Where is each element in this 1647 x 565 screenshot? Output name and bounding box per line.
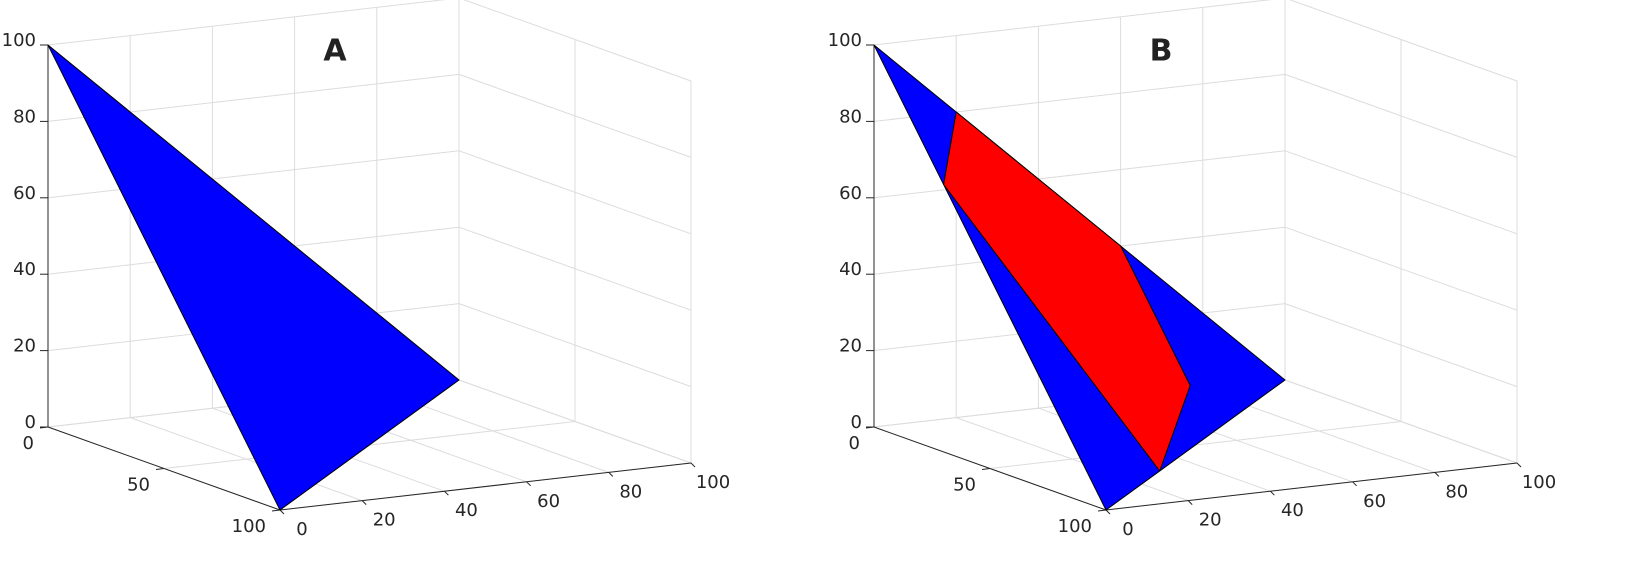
grid-line — [873, 150, 1286, 199]
tick-mark — [39, 426, 49, 429]
z-tick-label: 100 — [2, 30, 36, 51]
grid-line — [873, 0, 1272, 46]
tick-mark — [444, 490, 449, 496]
y-tick-label: 100 — [1058, 516, 1092, 537]
z-tick-label: 0 — [25, 412, 36, 433]
z-tick-label: 40 — [839, 259, 862, 280]
chart-title: B — [1150, 34, 1173, 69]
grid-line — [458, 226, 692, 311]
grid-line — [1284, 150, 1518, 235]
z-tick-label: 60 — [13, 183, 36, 204]
y-tick-label: 0 — [849, 433, 860, 454]
z-tick-label: 100 — [828, 30, 862, 51]
tick-mark — [1434, 472, 1440, 477]
y-tick-label: 50 — [127, 475, 150, 496]
tick-mark — [1105, 509, 1111, 515]
x-tick-label: 100 — [696, 472, 730, 493]
x-tick-label: 20 — [373, 510, 396, 531]
z-tick-label: 20 — [13, 336, 36, 357]
tick-mark — [1516, 462, 1522, 468]
z-tick-label: 40 — [13, 259, 36, 280]
tick-mark — [279, 509, 285, 515]
surface-patch — [47, 44, 460, 511]
tick-mark — [271, 509, 281, 512]
axis-line — [1105, 462, 1518, 511]
grid-line — [458, 150, 692, 235]
tick-mark — [526, 481, 531, 487]
x-tick-label: 0 — [296, 519, 307, 540]
grid-line — [463, 0, 692, 82]
z-tick-label: 60 — [839, 183, 862, 204]
tick-mark — [690, 462, 696, 468]
tick-mark — [361, 500, 367, 505]
y-tick-label: 50 — [953, 475, 976, 496]
tick-mark — [981, 468, 991, 470]
grid-line — [458, 303, 692, 388]
tick-mark — [1097, 509, 1107, 512]
z-tick-label: 0 — [851, 412, 862, 433]
x-tick-label: 100 — [1522, 472, 1556, 493]
chart-title: A — [323, 34, 347, 69]
x-tick-label: 60 — [537, 491, 560, 512]
grid-line — [1284, 303, 1518, 388]
tick-mark — [865, 426, 875, 429]
grid-line — [458, 379, 692, 464]
surface-patch — [943, 111, 1191, 472]
tick-mark — [155, 468, 165, 470]
grid-line — [47, 150, 460, 199]
x-tick-label: 40 — [1281, 500, 1304, 521]
grid-line — [1289, 0, 1518, 82]
y-tick-label: 0 — [23, 433, 34, 454]
axis-line — [279, 462, 692, 511]
x-tick-label: 80 — [1445, 481, 1468, 502]
grid-line — [1284, 226, 1518, 311]
y-tick-label: 100 — [232, 516, 266, 537]
z-tick-label: 80 — [13, 106, 36, 127]
tick-mark — [1352, 481, 1357, 487]
x-tick-label: 40 — [455, 500, 478, 521]
z-tick-label: 80 — [839, 106, 862, 127]
grid-line — [1284, 379, 1518, 464]
tick-mark — [1187, 500, 1193, 505]
x-tick-label: 20 — [1199, 510, 1222, 531]
x-tick-label: 80 — [619, 481, 642, 502]
grid-line — [47, 0, 446, 46]
grid-line — [1284, 73, 1518, 158]
tick-mark — [608, 472, 614, 477]
grid-line — [458, 73, 692, 158]
z-tick-label: 20 — [839, 336, 862, 357]
x-tick-label: 0 — [1122, 519, 1133, 540]
x-tick-label: 60 — [1363, 491, 1386, 512]
tick-mark — [1270, 490, 1275, 496]
